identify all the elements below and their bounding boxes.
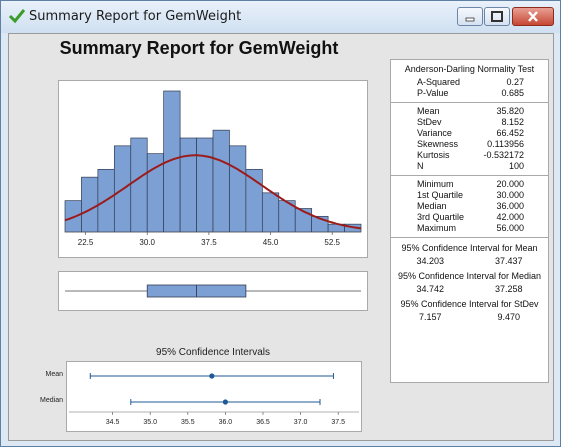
x-tick-label: 37.5 xyxy=(201,238,217,247)
stat-label: P-Value xyxy=(417,88,449,98)
ci-row-label: Mean xyxy=(45,371,63,378)
ci-x-tick-label: 35.0 xyxy=(143,419,157,426)
stat-value: 30.000 xyxy=(496,190,524,200)
boxplot xyxy=(58,271,368,311)
stat-value: 100 xyxy=(508,161,524,171)
stat-label: Minimum xyxy=(417,179,454,189)
quantiles-section: Minimum 20.000 1st Quartile 30.000 Median 3… xyxy=(391,176,548,238)
ci-chart-title: 95% Confidence Intervals xyxy=(156,347,270,358)
ci-x-tick-label: 36.5 xyxy=(256,419,270,426)
ci-x-tick-label: 36.0 xyxy=(219,419,233,426)
ci-lower: 34.742 xyxy=(416,284,445,294)
stat-value: 42.000 xyxy=(496,212,524,222)
stat-row: N 100 xyxy=(391,161,548,172)
stat-label: StDev xyxy=(417,117,442,127)
stat-value: 66.452 xyxy=(496,128,524,138)
x-tick-label: 30.0 xyxy=(139,238,155,247)
stat-value: 0.685 xyxy=(501,88,524,98)
stat-label: Median xyxy=(417,201,447,211)
stat-row: Kurtosis -0.532172 xyxy=(391,150,548,161)
normal-fit-curve xyxy=(64,154,362,230)
stat-label: 1st Quartile xyxy=(417,190,464,200)
stat-label: Kurtosis xyxy=(417,150,450,160)
stat-row: 1st Quartile 30.000 xyxy=(391,190,548,201)
ci-x-tick-label: 34.5 xyxy=(106,419,120,426)
stat-value: 36.000 xyxy=(496,201,524,211)
stat-label: Mean xyxy=(417,106,440,116)
stat-row: 3rd Quartile 42.000 xyxy=(391,212,548,223)
stat-value: 8.152 xyxy=(501,117,524,127)
histogram-bar xyxy=(229,145,247,233)
histogram-bar xyxy=(196,137,214,233)
maximize-button[interactable] xyxy=(484,7,510,26)
histogram-bar xyxy=(81,176,99,233)
ci-plot: 34.5 35.0 35.5 36.0 36.5 37.0 37.5 xyxy=(66,361,362,432)
ci-upper: 37.437 xyxy=(494,256,523,266)
close-button[interactable] xyxy=(512,7,554,26)
normality-header: Anderson-Darling Normality Test xyxy=(404,64,535,74)
histogram-bar xyxy=(245,168,263,233)
title-bar[interactable]: Summary Report for GemWeight xyxy=(1,1,560,33)
minimize-icon xyxy=(465,17,475,22)
report-canvas: Summary Report for GemWeight 22.5 30.0 37.… xyxy=(8,33,554,441)
stat-row: Mean 35.820 xyxy=(391,106,548,117)
histogram-bar xyxy=(179,137,197,233)
stat-label: Maximum xyxy=(417,223,457,233)
report-title: Summary Report for GemWeight xyxy=(59,38,339,58)
stat-label: Variance xyxy=(417,128,452,138)
ci-lower: 34.203 xyxy=(416,256,445,266)
stat-row: Median 36.000 xyxy=(391,201,548,212)
stat-value: 35.820 xyxy=(496,106,524,116)
stat-value: 20.000 xyxy=(496,179,524,189)
window-title: Summary Report for GemWeight xyxy=(29,9,242,24)
histogram-bar xyxy=(261,192,280,233)
ci-stdev-row: 7.157 9.470 xyxy=(391,309,548,325)
stat-row: StDev 8.152 xyxy=(391,117,548,128)
x-tick-label: 45.0 xyxy=(263,238,279,247)
stat-row: A-Squared 0.27 xyxy=(391,77,548,88)
stat-row: P-Value 0.685 xyxy=(391,88,548,99)
maximize-icon xyxy=(491,11,503,22)
stat-label: Skewness xyxy=(417,139,459,149)
stat-row: Maximum 56.000 xyxy=(391,223,548,234)
stat-label: A-Squared xyxy=(417,77,461,87)
histogram-bar xyxy=(130,137,148,233)
x-tick-label: 22.5 xyxy=(78,238,94,247)
ci-upper: 9.470 xyxy=(497,312,521,322)
x-tick-label: 52.5 xyxy=(324,238,340,247)
ci-median-header: 95% Confidence Interval for Median xyxy=(397,271,542,281)
ci-point-estimate xyxy=(209,373,215,379)
stats-table: Anderson-Darling Normality Test A-Square… xyxy=(390,59,549,383)
moments-section: Mean 35.820 StDev 8.152 Variance 66.452 Ske… xyxy=(391,103,548,176)
normality-section: Anderson-Darling Normality Test A-Square… xyxy=(391,60,548,103)
ci-mean-header: 95% Confidence Interval for Mean xyxy=(401,243,538,253)
ci-point-estimate xyxy=(222,399,228,405)
stat-row: Minimum 20.000 xyxy=(391,179,548,190)
stat-value: 0.113956 xyxy=(487,139,524,149)
minimize-button[interactable] xyxy=(457,7,483,26)
ci-x-tick-label: 37.0 xyxy=(294,419,308,426)
stat-label: 3rd Quartile xyxy=(417,212,465,222)
stat-value: 56.000 xyxy=(496,223,524,233)
stat-row: Variance 66.452 xyxy=(391,128,548,139)
stat-value: -0.532172 xyxy=(483,150,524,160)
ci-mean-row: 34.203 37.437 xyxy=(391,253,548,269)
ci-upper: 37.258 xyxy=(494,284,523,294)
histogram-bar xyxy=(212,129,230,233)
ci-stdev-header: 95% Confidence Interval for StDev xyxy=(400,299,539,309)
stat-row: Skewness 0.113956 xyxy=(391,139,548,150)
histogram-plot: 22.5 30.0 37.5 45.0 52.5 xyxy=(58,80,368,258)
close-icon xyxy=(528,11,538,22)
ci-row-label: Median xyxy=(40,397,63,404)
ci-x-tick-label: 37.5 xyxy=(331,419,345,426)
checkmark-icon xyxy=(8,9,26,24)
ci-median-row: 34.742 37.258 xyxy=(391,281,548,297)
ci-section: 95% Confidence Interval for Mean 34.203 3… xyxy=(391,238,548,328)
ci-x-tick-label: 35.5 xyxy=(181,419,195,426)
stat-value: 0.27 xyxy=(506,77,524,87)
stat-label: N xyxy=(417,161,424,171)
ci-lower: 7.157 xyxy=(418,312,442,322)
